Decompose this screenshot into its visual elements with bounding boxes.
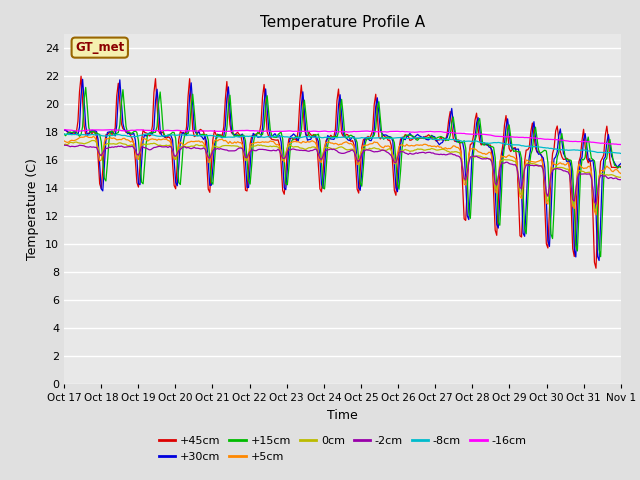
Title: Temperature Profile A: Temperature Profile A: [260, 15, 425, 30]
Legend: +45cm, +30cm, +15cm, +5cm, 0cm, -2cm, -8cm, -16cm: +45cm, +30cm, +15cm, +5cm, 0cm, -2cm, -8…: [154, 432, 531, 466]
Y-axis label: Temperature (C): Temperature (C): [26, 158, 39, 260]
Text: GT_met: GT_met: [75, 41, 124, 54]
X-axis label: Time: Time: [327, 408, 358, 421]
